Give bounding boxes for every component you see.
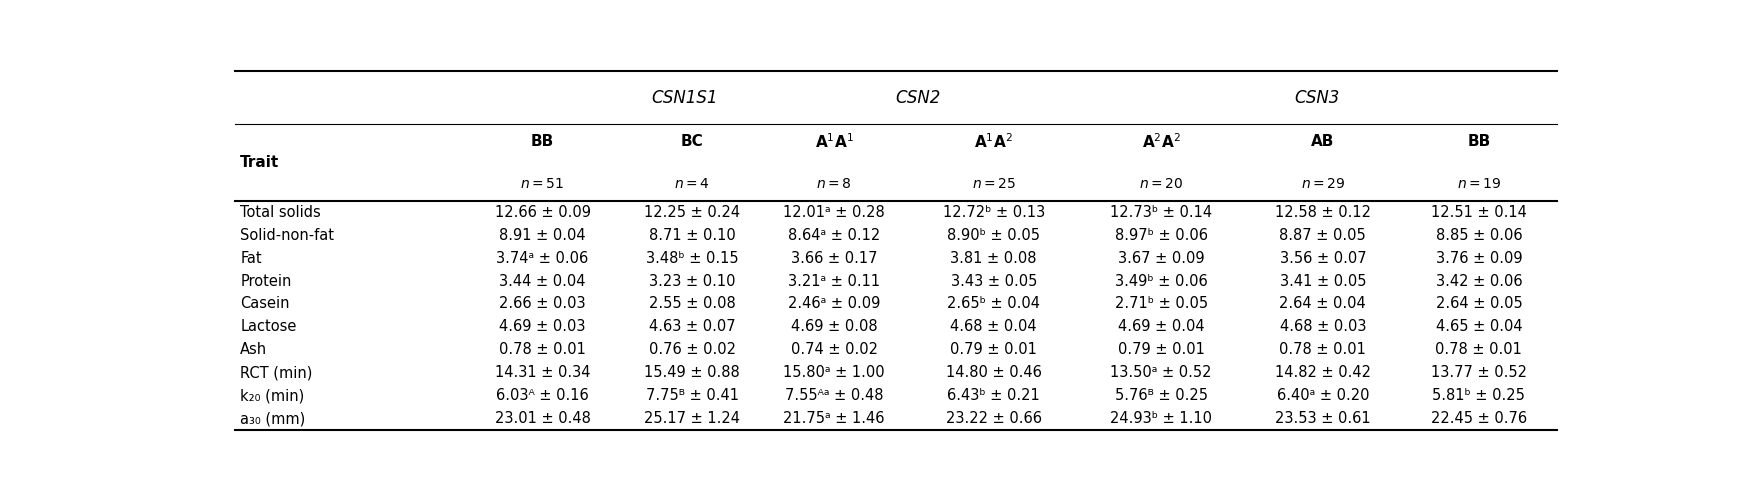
Text: 7.75ᴮ ± 0.41: 7.75ᴮ ± 0.41 — [645, 388, 739, 403]
Text: RCT (min): RCT (min) — [239, 365, 313, 380]
Text: 0.78 ± 0.01: 0.78 ± 0.01 — [1280, 342, 1367, 357]
Text: 2.65ᵇ ± 0.04: 2.65ᵇ ± 0.04 — [947, 297, 1040, 311]
Text: k₂₀ (min): k₂₀ (min) — [239, 388, 304, 403]
Text: 12.66 ± 0.09: 12.66 ± 0.09 — [495, 205, 591, 220]
Text: 3.23 ± 0.10: 3.23 ± 0.10 — [649, 273, 736, 289]
Text: Solid-non-fat: Solid-non-fat — [239, 228, 334, 243]
Text: $\mathit{n = 51}$: $\mathit{n = 51}$ — [521, 177, 565, 191]
Text: 12.25 ± 0.24: 12.25 ± 0.24 — [645, 205, 741, 220]
Text: A$^1$A$^2$: A$^1$A$^2$ — [974, 132, 1014, 151]
Text: 0.79 ± 0.01: 0.79 ± 0.01 — [1117, 342, 1204, 357]
Text: 4.69 ± 0.03: 4.69 ± 0.03 — [500, 319, 586, 334]
Text: Total solids: Total solids — [239, 205, 322, 220]
Text: 8.85 ± 0.06: 8.85 ± 0.06 — [1435, 228, 1523, 243]
Text: Ash: Ash — [239, 342, 267, 357]
Text: 22.45 ± 0.76: 22.45 ± 0.76 — [1432, 411, 1528, 426]
Text: 23.01 ± 0.48: 23.01 ± 0.48 — [495, 411, 591, 426]
Text: 0.79 ± 0.01: 0.79 ± 0.01 — [951, 342, 1037, 357]
Text: 0.78 ± 0.01: 0.78 ± 0.01 — [500, 342, 586, 357]
Text: 13.77 ± 0.52: 13.77 ± 0.52 — [1432, 365, 1528, 380]
Text: 7.55ᴬᵃ ± 0.48: 7.55ᴬᵃ ± 0.48 — [785, 388, 883, 403]
Text: 12.01ᵃ ± 0.28: 12.01ᵃ ± 0.28 — [783, 205, 884, 220]
Text: $\mathit{n = 29}$: $\mathit{n = 29}$ — [1301, 177, 1344, 191]
Text: 2.64 ± 0.05: 2.64 ± 0.05 — [1435, 297, 1523, 311]
Text: 2.71ᵇ ± 0.05: 2.71ᵇ ± 0.05 — [1115, 297, 1208, 311]
Text: 14.82 ± 0.42: 14.82 ± 0.42 — [1274, 365, 1370, 380]
Text: BB: BB — [531, 134, 554, 149]
Text: 3.42 ± 0.06: 3.42 ± 0.06 — [1435, 273, 1523, 289]
Text: 2.66 ± 0.03: 2.66 ± 0.03 — [500, 297, 586, 311]
Text: 3.74ᵃ ± 0.06: 3.74ᵃ ± 0.06 — [496, 250, 589, 266]
Text: Fat: Fat — [239, 250, 262, 266]
Text: 3.48ᵇ ± 0.15: 3.48ᵇ ± 0.15 — [647, 250, 739, 266]
Text: 14.31 ± 0.34: 14.31 ± 0.34 — [495, 365, 591, 380]
Text: 3.66 ± 0.17: 3.66 ± 0.17 — [790, 250, 877, 266]
Text: 3.43 ± 0.05: 3.43 ± 0.05 — [951, 273, 1037, 289]
Text: 8.97ᵇ ± 0.06: 8.97ᵇ ± 0.06 — [1115, 228, 1208, 243]
Text: 23.53 ± 0.61: 23.53 ± 0.61 — [1274, 411, 1370, 426]
Text: CSN2: CSN2 — [895, 89, 940, 107]
Text: 8.90ᵇ ± 0.05: 8.90ᵇ ± 0.05 — [947, 228, 1040, 243]
Text: CSN3: CSN3 — [1295, 89, 1341, 107]
Text: Lactose: Lactose — [239, 319, 297, 334]
Text: 13.50ᵃ ± 0.52: 13.50ᵃ ± 0.52 — [1110, 365, 1211, 380]
Text: 4.68 ± 0.03: 4.68 ± 0.03 — [1280, 319, 1367, 334]
Text: A$^2$A$^2$: A$^2$A$^2$ — [1141, 132, 1180, 151]
Text: 24.93ᵇ ± 1.10: 24.93ᵇ ± 1.10 — [1110, 411, 1211, 426]
Text: 25.17 ± 1.24: 25.17 ± 1.24 — [645, 411, 739, 426]
Text: Casein: Casein — [239, 297, 290, 311]
Text: 3.67 ± 0.09: 3.67 ± 0.09 — [1117, 250, 1204, 266]
Text: 3.49ᵇ ± 0.06: 3.49ᵇ ± 0.06 — [1115, 273, 1208, 289]
Text: 4.69 ± 0.04: 4.69 ± 0.04 — [1117, 319, 1204, 334]
Text: 3.44 ± 0.04: 3.44 ± 0.04 — [500, 273, 586, 289]
Text: $\mathit{n = 19}$: $\mathit{n = 19}$ — [1456, 177, 1502, 191]
Text: 3.81 ± 0.08: 3.81 ± 0.08 — [951, 250, 1037, 266]
Text: CSN1S1: CSN1S1 — [652, 89, 718, 107]
Text: 4.65 ± 0.04: 4.65 ± 0.04 — [1435, 319, 1523, 334]
Text: 2.55 ± 0.08: 2.55 ± 0.08 — [649, 297, 736, 311]
Text: 12.73ᵇ ± 0.14: 12.73ᵇ ± 0.14 — [1110, 205, 1211, 220]
Text: AB: AB — [1311, 134, 1334, 149]
Text: 0.74 ± 0.02: 0.74 ± 0.02 — [790, 342, 877, 357]
Text: A$^1$A$^1$: A$^1$A$^1$ — [815, 132, 853, 151]
Text: 21.75ᵃ ± 1.46: 21.75ᵃ ± 1.46 — [783, 411, 884, 426]
Text: 4.63 ± 0.07: 4.63 ± 0.07 — [649, 319, 736, 334]
Text: 3.41 ± 0.05: 3.41 ± 0.05 — [1280, 273, 1367, 289]
Text: 6.43ᵇ ± 0.21: 6.43ᵇ ± 0.21 — [947, 388, 1040, 403]
Text: 5.76ᴮ ± 0.25: 5.76ᴮ ± 0.25 — [1115, 388, 1208, 403]
Text: BC: BC — [682, 134, 704, 149]
Text: 12.72ᵇ ± 0.13: 12.72ᵇ ± 0.13 — [942, 205, 1045, 220]
Text: 0.76 ± 0.02: 0.76 ± 0.02 — [649, 342, 736, 357]
Text: $\mathit{n = 8}$: $\mathit{n = 8}$ — [816, 177, 851, 191]
Text: 6.03ᴬ ± 0.16: 6.03ᴬ ± 0.16 — [496, 388, 589, 403]
Text: 6.40ᵃ ± 0.20: 6.40ᵃ ± 0.20 — [1276, 388, 1369, 403]
Text: 15.49 ± 0.88: 15.49 ± 0.88 — [645, 365, 739, 380]
Text: 4.69 ± 0.08: 4.69 ± 0.08 — [790, 319, 877, 334]
Text: 8.91 ± 0.04: 8.91 ± 0.04 — [500, 228, 586, 243]
Text: 5.81ᵇ ± 0.25: 5.81ᵇ ± 0.25 — [1432, 388, 1526, 403]
Text: 3.21ᵃ ± 0.11: 3.21ᵃ ± 0.11 — [788, 273, 881, 289]
Text: 8.64ᵃ ± 0.12: 8.64ᵃ ± 0.12 — [788, 228, 881, 243]
Text: 14.80 ± 0.46: 14.80 ± 0.46 — [946, 365, 1042, 380]
Text: 2.64 ± 0.04: 2.64 ± 0.04 — [1280, 297, 1367, 311]
Text: 3.76 ± 0.09: 3.76 ± 0.09 — [1435, 250, 1523, 266]
Text: 4.68 ± 0.04: 4.68 ± 0.04 — [951, 319, 1037, 334]
Text: 8.87 ± 0.05: 8.87 ± 0.05 — [1280, 228, 1367, 243]
Text: Protein: Protein — [239, 273, 292, 289]
Text: $\mathit{n = 4}$: $\mathit{n = 4}$ — [675, 177, 710, 191]
Text: 0.78 ± 0.01: 0.78 ± 0.01 — [1435, 342, 1523, 357]
Text: Trait: Trait — [239, 155, 280, 170]
Text: $\mathit{n = 25}$: $\mathit{n = 25}$ — [972, 177, 1016, 191]
Text: 15.80ᵃ ± 1.00: 15.80ᵃ ± 1.00 — [783, 365, 884, 380]
Text: 12.51 ± 0.14: 12.51 ± 0.14 — [1432, 205, 1526, 220]
Text: 12.58 ± 0.12: 12.58 ± 0.12 — [1274, 205, 1370, 220]
Text: BB: BB — [1467, 134, 1491, 149]
Text: 23.22 ± 0.66: 23.22 ± 0.66 — [946, 411, 1042, 426]
Text: 3.56 ± 0.07: 3.56 ± 0.07 — [1280, 250, 1367, 266]
Text: a₃₀ (mm): a₃₀ (mm) — [239, 411, 306, 426]
Text: 8.71 ± 0.10: 8.71 ± 0.10 — [649, 228, 736, 243]
Text: $\mathit{n = 20}$: $\mathit{n = 20}$ — [1140, 177, 1183, 191]
Text: 2.46ᵃ ± 0.09: 2.46ᵃ ± 0.09 — [788, 297, 881, 311]
